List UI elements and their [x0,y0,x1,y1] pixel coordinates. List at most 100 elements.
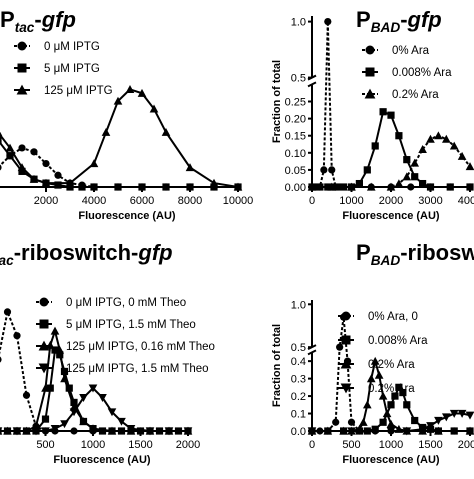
series-3 [307,409,474,436]
x-tick-label: 1000 [81,439,105,451]
data-point [90,183,98,191]
y-tick-label: 0.5 [291,342,306,354]
data-point [379,418,387,426]
data-point [465,162,474,171]
data-point [164,427,174,436]
legend-marker [17,41,27,51]
legend-marker [39,297,49,307]
legend-label: 0% Ara [392,45,430,57]
legend-label: 0% Ara, 0 [368,311,418,323]
data-point [125,85,135,93]
legend-label: 0.008% Ara [368,335,428,347]
data-point [418,145,427,153]
data-point [17,163,27,172]
data-point [65,178,75,187]
data-point [107,426,117,435]
legend-label: 0.2% Ara [368,383,415,395]
data-point [98,394,107,402]
y-axis-label: Fraction of total [271,60,283,143]
legend-marker [17,63,27,73]
x-axis-label: Fluorescence (AU) [53,454,151,466]
data-point [149,104,159,113]
legend-item: 5 μM IPTG, 1.5 mM Theo [36,319,196,331]
data-point [394,179,404,188]
legend-marker [16,84,28,95]
legend-item: 5 μM IPTG [14,63,100,75]
data-point [366,182,376,191]
x-axis-label: Fluorescence (AU) [342,454,440,466]
y-tick-label: 0.0 [291,426,306,438]
x-tick-label: 4000 [458,195,474,207]
data-point [387,401,395,409]
data-point [101,127,111,136]
data-point [465,411,474,420]
data-point [378,391,388,400]
data-point [88,384,98,393]
data-point [465,426,474,435]
panel-title: PBAD-gfp [356,7,442,35]
legend-label: 0 μM IPTG, 0 mM Theo [66,297,186,309]
data-point [3,308,12,316]
y-tick-label: 0.10 [285,148,306,160]
data-point [79,417,88,426]
data-point [98,427,107,435]
data-point [387,111,395,119]
data-point [307,427,317,436]
data-point [113,96,123,105]
legend-item: 125 μM IPTG, 0.16 mM Theo [36,340,215,353]
data-point [466,183,474,191]
data-point [54,171,62,179]
data-point [54,181,62,189]
legend-item: 0.008% Ara [338,335,428,347]
legend-label: 5 μM IPTG [44,63,100,75]
data-point [434,426,443,435]
data-point [161,127,171,136]
data-point [0,131,3,136]
x-axis-label: Fluorescence (AU) [342,210,440,222]
title-sub: BAD [371,253,401,268]
series-line [0,386,188,432]
x-tick-label: 500 [36,439,54,451]
y-tick-label: 0.00 [285,182,306,194]
legend-marker [340,383,352,394]
data-point [395,132,403,140]
data-point [411,173,419,181]
data-point [69,408,79,417]
data-point [386,419,396,428]
data-point [403,156,411,164]
legend-label: 0.2% Ara [392,89,439,101]
y-tick-label: 0.20 [285,114,306,126]
data-point [78,183,86,191]
data-point [65,384,73,392]
y-tick-label: 0.3 [291,374,306,386]
title-rest: - [34,7,41,32]
data-point [426,134,435,143]
legend-item: 0 μM IPTG, 0 mM Theo [36,297,186,309]
data-point [0,136,2,144]
series-line [0,88,239,188]
legend-marker [365,45,375,55]
x-tick-label: 8000 [178,195,202,207]
y-tick-label: 1.0 [291,299,306,311]
data-point [18,167,26,175]
data-point [399,388,407,397]
legend-item: 0.008% Ara [362,67,452,79]
data-point [183,427,193,436]
y-tick-label: 1.0 [291,17,306,29]
x-tick-label: 0 [309,439,315,451]
data-point [41,383,50,392]
legend-item: 0.2% Ara [362,88,439,101]
data-point [457,151,467,160]
series-2 [0,85,243,191]
series-3 [0,384,193,436]
x-tick-label: 3000 [418,195,442,207]
data-point [51,346,59,354]
data-point [457,409,467,418]
legend-label: 0.2% Ara [368,359,415,371]
series-2 [307,131,474,191]
data-point [371,142,379,150]
data-point [359,417,368,426]
x-tick-label: 2000 [379,195,403,207]
